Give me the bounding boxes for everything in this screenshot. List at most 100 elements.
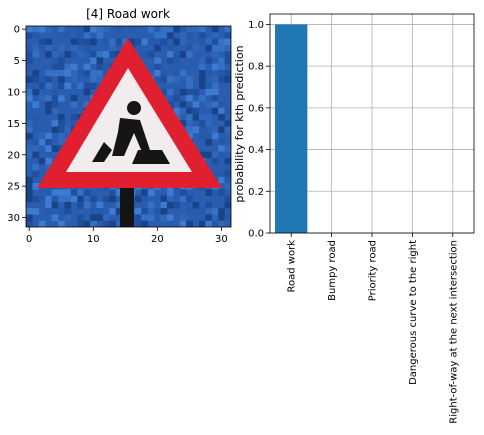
image-pixel bbox=[115, 38, 123, 46]
image-pixel bbox=[109, 220, 116, 227]
image-pixel bbox=[186, 101, 193, 108]
image-pixel bbox=[179, 189, 187, 196]
image-pixel bbox=[51, 145, 59, 152]
image-pixel bbox=[179, 107, 187, 115]
image-pixel bbox=[211, 214, 219, 222]
image-pixel bbox=[192, 201, 200, 209]
image-pixel bbox=[102, 63, 110, 71]
image-pixel bbox=[147, 214, 155, 222]
image-pixel bbox=[83, 189, 91, 196]
image-pixel bbox=[77, 195, 84, 203]
image-pixel bbox=[32, 26, 40, 33]
image-pixel bbox=[38, 26, 46, 33]
image-pixel bbox=[45, 139, 52, 146]
image-pixel bbox=[192, 88, 200, 96]
image-pixel bbox=[186, 132, 193, 140]
image-pixel bbox=[32, 76, 40, 83]
image-pixel bbox=[45, 51, 52, 58]
image-pixel bbox=[83, 101, 91, 108]
image-pixel bbox=[45, 164, 52, 171]
image-pixel bbox=[224, 32, 231, 39]
image-pixel bbox=[224, 176, 231, 184]
image-pixel bbox=[51, 51, 59, 58]
image-pixel bbox=[154, 208, 161, 215]
image-pixel bbox=[90, 38, 97, 46]
image-pixel bbox=[186, 107, 193, 115]
image-pixel bbox=[70, 69, 78, 77]
image-pixel bbox=[134, 208, 142, 215]
image-pixel bbox=[32, 151, 40, 159]
image-pixel bbox=[32, 208, 40, 215]
image-pixel bbox=[205, 44, 213, 52]
image-pixel bbox=[77, 69, 84, 77]
worker-symbol bbox=[92, 101, 170, 164]
image-pixel bbox=[83, 69, 91, 77]
image-pixel bbox=[26, 183, 33, 190]
image-pixel bbox=[96, 69, 104, 77]
image-pixel bbox=[58, 95, 65, 102]
image-pixel bbox=[154, 57, 161, 64]
image-pixel bbox=[179, 26, 187, 33]
image-pixel bbox=[198, 220, 206, 227]
image-pixel bbox=[211, 88, 219, 96]
image-pixel bbox=[96, 76, 104, 83]
image-pixel bbox=[38, 82, 46, 90]
image-pixel bbox=[51, 189, 59, 196]
image-pixel bbox=[198, 126, 206, 134]
image-pixel bbox=[134, 214, 142, 222]
image-pixel bbox=[90, 69, 97, 77]
image-pixel bbox=[160, 32, 168, 39]
image-pixel bbox=[58, 44, 65, 52]
image-pixel bbox=[77, 32, 84, 39]
image-pixel bbox=[141, 195, 149, 203]
image-pixel bbox=[218, 208, 225, 215]
image-pixel bbox=[26, 88, 33, 96]
image-pixel bbox=[115, 189, 123, 196]
image-pixel bbox=[90, 195, 97, 203]
image-pixel bbox=[96, 51, 104, 58]
image-pixel bbox=[186, 195, 193, 203]
image-pixel bbox=[179, 38, 187, 46]
image-pixel bbox=[218, 214, 225, 222]
image-pixel bbox=[70, 95, 78, 102]
image-pixel bbox=[90, 26, 97, 33]
image-pixel bbox=[224, 195, 231, 203]
image-pixel bbox=[26, 126, 33, 134]
image-pixel bbox=[90, 220, 97, 227]
image-pixel bbox=[77, 201, 84, 209]
image-pixel bbox=[224, 38, 231, 46]
image-pixel bbox=[218, 126, 225, 134]
category-label: Bumpy road bbox=[327, 240, 338, 301]
image-pixel bbox=[205, 220, 213, 227]
image-pixel bbox=[77, 38, 84, 46]
image-pixel bbox=[186, 120, 193, 127]
image-pixel bbox=[32, 183, 40, 190]
image-pixel bbox=[186, 76, 193, 83]
image-pixel bbox=[154, 63, 161, 71]
image-pixel bbox=[205, 113, 213, 121]
image-pixel bbox=[115, 220, 123, 227]
image-pixel bbox=[70, 38, 78, 46]
image-pixel bbox=[70, 189, 78, 196]
image-pixel bbox=[32, 88, 40, 96]
image-pixel bbox=[205, 201, 213, 209]
image-pixel bbox=[83, 26, 91, 33]
image-pixel bbox=[224, 76, 231, 83]
image-pixel bbox=[166, 51, 174, 58]
image-pixel bbox=[224, 26, 231, 33]
image-y-ticks: 0 5 10 15 20 25 30 bbox=[7, 25, 26, 224]
image-pixel bbox=[160, 26, 168, 33]
image-x-tick-label: 20 bbox=[151, 234, 164, 245]
image-pixel bbox=[32, 51, 40, 58]
sign-post bbox=[120, 188, 134, 227]
image-pixel bbox=[186, 26, 193, 33]
image-pixel bbox=[192, 113, 200, 121]
image-pixel bbox=[166, 201, 174, 209]
image-pixel bbox=[205, 189, 213, 196]
image-pixel bbox=[45, 208, 52, 215]
image-pixel bbox=[173, 51, 181, 58]
image-pixel bbox=[32, 69, 40, 77]
image-pixel bbox=[96, 32, 104, 39]
image-pixel bbox=[224, 44, 231, 52]
image-pixel bbox=[58, 208, 65, 215]
